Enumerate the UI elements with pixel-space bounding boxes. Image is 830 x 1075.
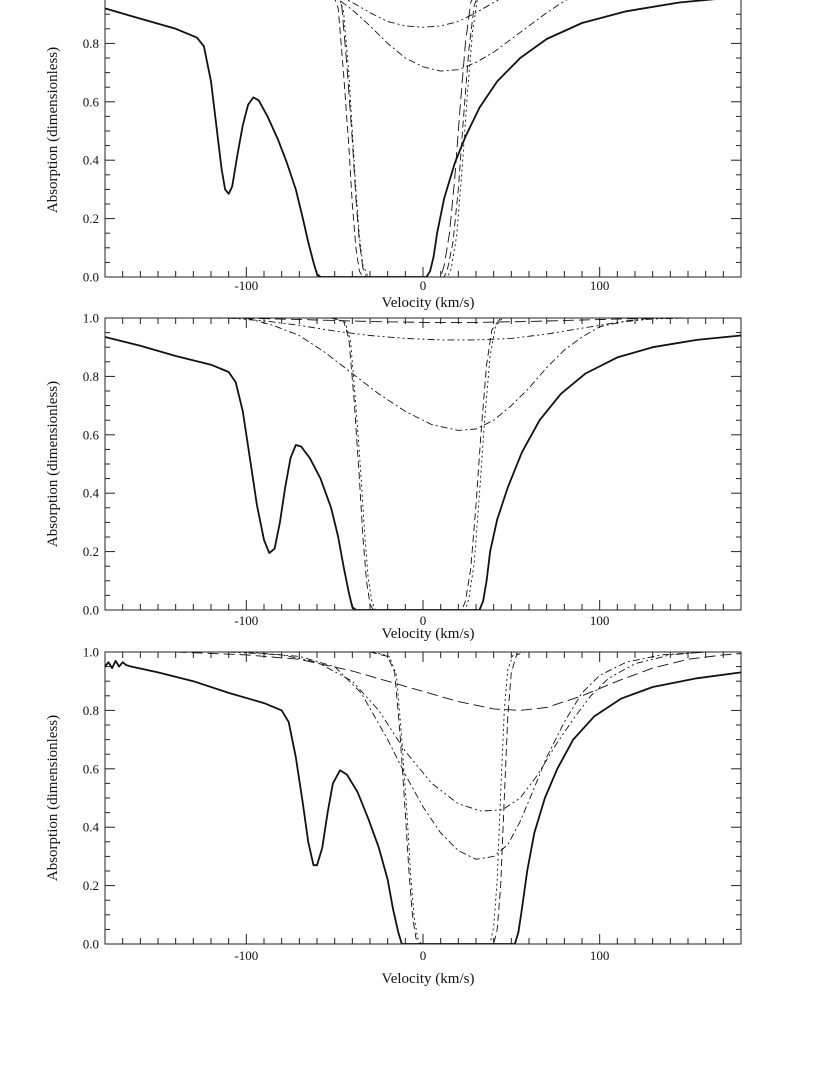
y-tick-label: 0.6	[83, 94, 100, 109]
y-tick-label: 0.2	[83, 544, 99, 559]
series-line-longdash	[339, 0, 473, 277]
series-line-dashdot	[338, 0, 568, 72]
chart-panel-3: -100 0 100 0.0 0.2 0.4 0.6 0.8 1.0 Velocity (km/s…	[45, 645, 742, 987]
series-line-dashdotdot	[228, 318, 689, 341]
y-tick-label: 0.4	[83, 486, 100, 501]
series-line-dashed	[330, 318, 502, 610]
x-tick-label: 100	[590, 613, 610, 628]
x-tick-label: -100	[234, 613, 258, 628]
series-line-solid	[105, 334, 741, 610]
x-axis-title: Velocity (km/s)	[382, 626, 475, 642]
series-group	[105, 318, 741, 610]
y-tick-label: 0.8	[83, 369, 99, 384]
series-line-dashdot	[246, 652, 706, 860]
series-line-dashed	[369, 652, 526, 944]
chart-panel-1: -100 0 100 0.0 0.2 0.4 0.6 0.8 Velocity (km/s) Ab…	[45, 0, 742, 311]
y-tick-label: 0.4	[83, 153, 100, 168]
y-axis-title: Absorption (dimensionless)	[45, 381, 61, 547]
y-tick-label: 0.0	[83, 270, 99, 285]
y-tick-label: 0.8	[83, 36, 99, 51]
y-tick-label: 0.8	[83, 703, 99, 718]
series-line-solid	[105, 659, 741, 944]
y-tick-label: 0.2	[83, 211, 99, 226]
x-tick-label: -100	[234, 278, 258, 293]
x-tick-label: 0	[420, 613, 427, 628]
y-tick-label: 0.0	[83, 937, 99, 952]
y-tick-label: 0.2	[83, 878, 99, 893]
series-line-dashdotdot	[346, 0, 500, 28]
x-axis-title: Velocity (km/s)	[382, 971, 475, 987]
series-line-longdash	[175, 652, 741, 711]
chart-panel-2: -100 0 100 0.0 0.2 0.4 0.6 0.8 1.0 Velocity (km/s…	[45, 311, 742, 642]
y-tick-label: 0.0	[83, 603, 99, 618]
x-tick-label: 100	[590, 948, 610, 963]
series-group	[105, 652, 741, 944]
x-tick-label: 0	[420, 948, 427, 963]
series-line-solid	[105, 0, 716, 277]
y-axis-title: Absorption (dimensionless)	[45, 47, 61, 213]
x-tick-label: 100	[590, 278, 610, 293]
series-line-dotted	[334, 318, 503, 610]
series-line-dashed	[334, 0, 477, 277]
x-tick-label: -100	[234, 948, 258, 963]
x-tick-label: 0	[420, 278, 427, 293]
y-tick-label: 0.6	[83, 427, 100, 442]
x-axis-title: Velocity (km/s)	[382, 295, 475, 311]
y-tick-label: 1.0	[83, 645, 99, 660]
plot-frame	[104, 651, 742, 945]
series-line-dashdot	[246, 318, 653, 431]
y-axis-title: Absorption (dimensionless)	[45, 715, 61, 881]
series-line-dotted	[373, 652, 523, 944]
y-tick-label: 0.4	[83, 820, 100, 835]
series-line-longdash	[210, 318, 689, 323]
series-group	[105, 0, 716, 277]
y-tick-label: 1.0	[83, 311, 99, 326]
y-tick-label: 0.6	[83, 761, 100, 776]
